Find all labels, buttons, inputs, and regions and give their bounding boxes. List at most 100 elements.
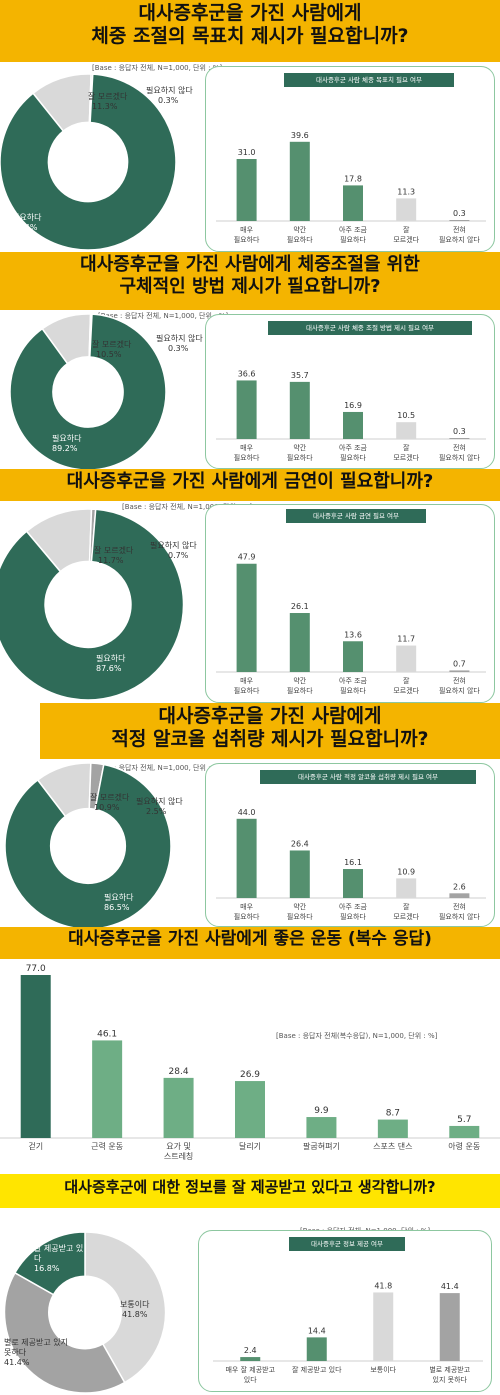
bar [449,670,470,672]
bar-value-label: 26.4 [291,839,309,848]
category-label: 필요하다 [287,453,313,462]
bar-value-label: 47.9 [238,553,256,562]
bar-value-label: 39.6 [291,131,309,140]
banner-line-2: 구체적인 방법 제시가 필요합니까? [119,275,381,297]
category-label: 매우 잘 제공받고 [225,1365,275,1374]
bar-value-label: 16.1 [344,858,362,867]
donut-label-dontknow: 잘 모르겠다 10.9% [90,793,130,812]
bar [236,380,257,439]
banner-line-2: 적정 알코올 섭취량 제시가 필요합니까? [111,728,429,751]
donut-label-needed: 필요하다 88.4% [12,213,42,232]
category-label: 보통이다 [370,1365,396,1374]
panel-title: 대사증후군 사람 체중 조절 방법 제시 필요 여부 [268,321,472,335]
bar-panel: 대사증후군 정보 제공 여부 2.4 매우 잘 제공받고 있다 14.4 잘 제공받고 … [198,1230,492,1392]
banner-line-1: 대사증후군을 가진 사람에게 [138,2,362,24]
donut-label-needed: 필요하다 89.2% [52,434,82,453]
section-information: 대사증후군에 대한 정보를 잘 제공받고 있다고 생각합니까? [Base : … [0,1174,500,1395]
donut-chart [0,508,185,701]
category-label: 매우 [240,903,253,911]
bar-panel: 대사증후군 사람 금연 필요 여부 47.9 매우 필요하다 26.1 약간 필요하다 13… [205,504,495,703]
category-label: 스포츠 댄스 [373,1142,412,1151]
bar [235,1081,265,1138]
donut-label-notgood: 별로 제공받고 있지 못하다 41.4% [4,1338,68,1367]
category-label: 필요하다 [340,235,366,244]
donut-slice [0,508,185,701]
category-label: 아주 조금 [339,902,368,911]
donut-label-needed: 필요하다 87.6% [96,654,126,673]
category-label: 필요하다 [234,912,260,921]
bar [373,1292,394,1361]
category-label: 아주 조금 [339,676,368,685]
donut-label-dontknow: 잘 모르겠다 11.3% [88,92,128,111]
donut-label-notneeded: 필요하지 않다 0.7% [150,541,197,560]
category-label: 필요하다 [287,235,313,244]
bar-value-label: 11.7 [397,635,415,644]
category-label: 필요하다 [234,686,260,695]
category-label: 매우 [240,444,253,452]
bar [236,818,257,898]
bar-value-label: 44.0 [238,808,256,817]
category-label: 잘 제공받고 있다 [292,1365,342,1374]
donut-label-needed: 필요하다 86.5% [104,893,134,912]
section-weight-method: 대사증후군을 가진 사람에게 체중조절을 위한 구체적인 방법 제시가 필요합니… [0,252,500,471]
category-label: 약간 [293,902,306,911]
bar-value-label: 14.4 [308,1326,326,1335]
bar [163,1077,194,1138]
donut-label-dontknow: 잘 모르겠다 10.5% [92,340,132,359]
donut-label-notneeded: 필요하지 않다 0.3% [146,86,193,105]
bar [289,381,310,439]
bar [377,1119,408,1138]
bar [396,422,417,439]
banner-line-1: 대사증후군을 가진 사람에게 금연이 필요합니까? [66,471,434,492]
category-label: 아령 운동 [448,1141,480,1151]
category-label: 전혀 [453,676,466,685]
category-label: 전혀 [453,225,466,234]
bar-value-label: 0.3 [453,209,466,218]
category-label: 잘 [403,444,410,452]
donut-chart [3,1231,167,1394]
category-label: 별로 제공받고 [429,1365,470,1374]
category-label: 달리기 [239,1142,261,1151]
bar [396,878,417,898]
category-label: 잘 [403,226,410,234]
section-banner: 대사증후군에 대한 정보를 잘 제공받고 있다고 생각합니까? [0,1174,500,1208]
category-label: 필요하다 [340,686,366,695]
category-label: 아주 조금 [339,225,368,234]
category-label: 필요하다 [287,912,313,921]
bar [449,220,470,221]
section-banner: 대사증후군을 가진 사람에게 좋은 운동 (복수 응답) [0,927,500,959]
panel-title: 대사증후군 사람 금연 필요 여부 [286,509,426,523]
bar-value-label: 26.9 [240,1070,260,1080]
base-note: [Base : 응답자 전체, N=1,000, 단위 : %] [122,503,253,511]
bar [449,1125,480,1138]
bar [289,850,310,898]
section-exercise: 대사증후군을 가진 사람에게 좋은 운동 (복수 응답) [Base : 응답자… [0,927,500,1172]
bar [236,563,257,672]
bar-value-label: 0.3 [453,427,466,436]
bar-value-label: 10.9 [397,867,415,876]
section-weight-target: 대사증후군을 가진 사람에게 체중 조절의 목표치 제시가 필요합니까? [Ba… [0,0,500,252]
category-label: 필요하다 [340,912,366,921]
bar-panel: 대사증후군 사람 적정 알코올 섭취량 제시 필요 여부 44.0 매우 필요하다 2… [205,763,495,927]
section-smoking: 대사증후군을 가진 사람에게 금연이 필요합니까? [Base : 응답자 전체… [0,469,500,703]
bar [289,141,310,221]
category-label: 모르겠다 [393,453,419,462]
banner-line-1: 대사증후군을 가진 사람에게 체중조절을 위한 [80,254,420,275]
donut-chart [0,73,177,251]
bar-value-label: 36.6 [238,369,256,378]
bar-value-label: 11.3 [397,187,415,196]
bar-panel: 대사증후군 사람 체중 조절 방법 제시 필요 여부 36.6 매우 필요하다 35.… [205,314,495,469]
category-label: 팔굽혀펴기 [303,1141,340,1151]
donut-chart [4,762,172,930]
category-label: 필요하다 [287,686,313,695]
bar-panel: 대사증후군 사람 체중 목표치 필요 여부 31.0 매우 필요하다 39.6 약간 필요… [205,66,495,252]
section-banner: 대사증후군을 가진 사람에게 금연이 필요합니까? [0,469,500,501]
category-label: 잘 [403,903,410,911]
donut-slice [9,313,167,471]
category-label: 모르겠다 [393,912,419,921]
